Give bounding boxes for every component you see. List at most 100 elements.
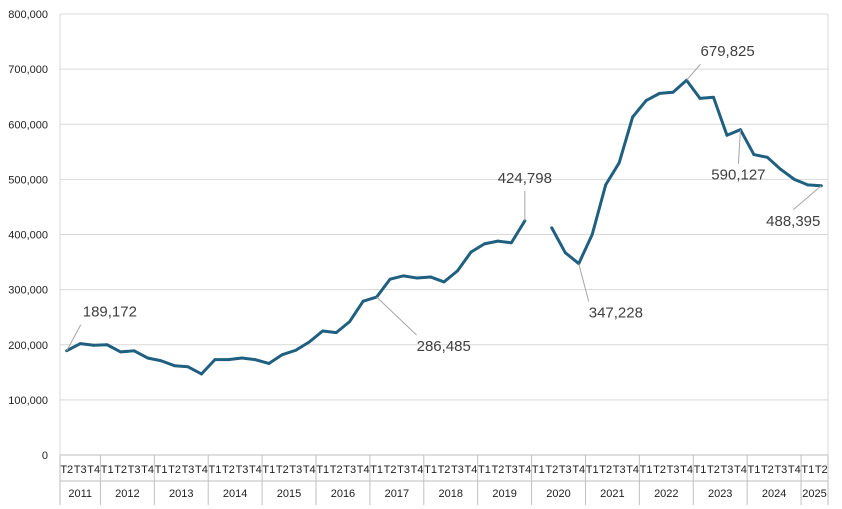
x-tick-label: T1 [209,464,222,476]
x-tick-label: T3 [397,464,410,476]
x-tick-label: T3 [667,464,680,476]
x-tick-label: T1 [424,464,437,476]
year-label: 2014 [223,488,247,500]
x-tick-label: T1 [747,464,760,476]
x-tick-label: T2 [815,464,828,476]
data-point [186,365,190,369]
year-label: 2023 [708,488,732,500]
data-point [321,329,325,333]
x-tick-label: T2 [114,464,127,476]
data-point [590,233,594,236]
data-point [671,90,675,94]
data-annotations: 189,172 286,485 424,798 347,228 679,825 590,1… [66,43,822,355]
y-tick-label: 700,000 [8,64,48,76]
data-point [779,168,783,171]
y-tick-label: 600,000 [8,119,48,131]
x-tick-label: T2 [168,464,181,476]
x-tick-label: T1 [155,464,168,476]
x-axis: T2 T3 T4 T1 T2 T3 T4 T1 T2 T3 T4 T1 T2 T3 T4 T1 T2 T3 T4 T1… [59,454,829,505]
data-point [483,242,486,246]
x-tick-label: T2 [491,464,504,476]
x-tick-label: T3 [74,464,87,476]
x-tick-label: T4 [788,464,801,476]
data-point [415,276,419,280]
data-point [334,331,338,335]
annotation-leader [578,263,590,302]
x-tick-label: T4 [626,464,639,476]
annotation-leader [376,296,417,336]
data-point [442,280,446,284]
data-point [348,320,352,323]
x-tick-label: T1 [694,464,707,476]
y-tick-label: 400,000 [8,230,48,242]
x-tick-label: T1 [640,464,653,476]
y-tick-label: 500,000 [8,174,48,186]
y-axis-ticks: 0 100,000 200,000 300,000 400,000 500,000 600,… [8,9,48,462]
x-tick-label: T2 [276,464,289,476]
data-point [698,96,702,100]
data-point [644,99,648,102]
data-point [429,275,432,279]
year-label: 2021 [600,488,624,500]
year-label: 2017 [385,488,409,500]
x-tick-label: T1 [801,464,814,476]
x-tick-label: T4 [357,464,370,476]
data-point [213,358,217,362]
annotation-leader [66,324,82,351]
x-tick-label: T2 [384,464,397,476]
data-label: 286,485 [417,338,471,355]
gridlines [59,13,829,455]
x-tick-label: T3 [505,464,518,476]
data-point [253,358,257,362]
year-label: 2018 [438,488,462,500]
x-tick-label: T4 [87,464,100,476]
data-point [227,358,230,362]
x-tick-label: T2 [761,464,774,476]
data-point [402,274,405,278]
year-label: 2016 [331,488,355,500]
x-tick-label: T2 [599,464,612,476]
year-label: 2011 [68,488,92,500]
x-tick-label: T4 [572,464,585,476]
x-tick-label: T3 [721,464,734,476]
x-tick-label: T1 [478,464,491,476]
x-tick-label: T3 [451,464,464,476]
data-point [388,277,392,281]
y-tick-label: 300,000 [8,285,48,297]
data-point [725,133,729,137]
data-label: 590,127 [711,167,765,184]
x-tick-label: T4 [680,464,693,476]
data-point [78,342,82,346]
year-label: 2022 [654,488,678,500]
y-tick-label: 200,000 [8,340,48,352]
data-point [563,251,567,255]
data-label: 488,395 [766,213,820,230]
x-tick-label: T3 [559,464,572,476]
y-tick-label: 0 [42,450,48,462]
data-point [456,269,459,273]
data-point [712,95,715,99]
x-tick-label: T4 [465,464,478,476]
x-tick-label: T1 [532,464,545,476]
year-label: 2015 [277,488,301,500]
data-label: 347,228 [589,305,643,322]
x-tick-label: T4 [303,464,316,476]
data-point [132,349,136,353]
data-point [159,359,163,363]
annotation-leader [737,129,741,164]
annotation-leader [792,185,822,211]
x-tick-label: T3 [128,464,141,476]
x-tick-label: T3 [774,464,787,476]
x-tick-label: T4 [411,464,424,476]
data-point [294,348,298,352]
x-tick-label: T2 [438,464,451,476]
data-point [509,241,513,245]
data-point [469,250,473,254]
data-point [658,91,661,95]
x-tick-label: T4 [734,464,747,476]
data-point [119,350,123,354]
x-tick-label: T3 [289,464,302,476]
data-point [92,343,96,347]
x-tick-label: T1 [316,464,329,476]
